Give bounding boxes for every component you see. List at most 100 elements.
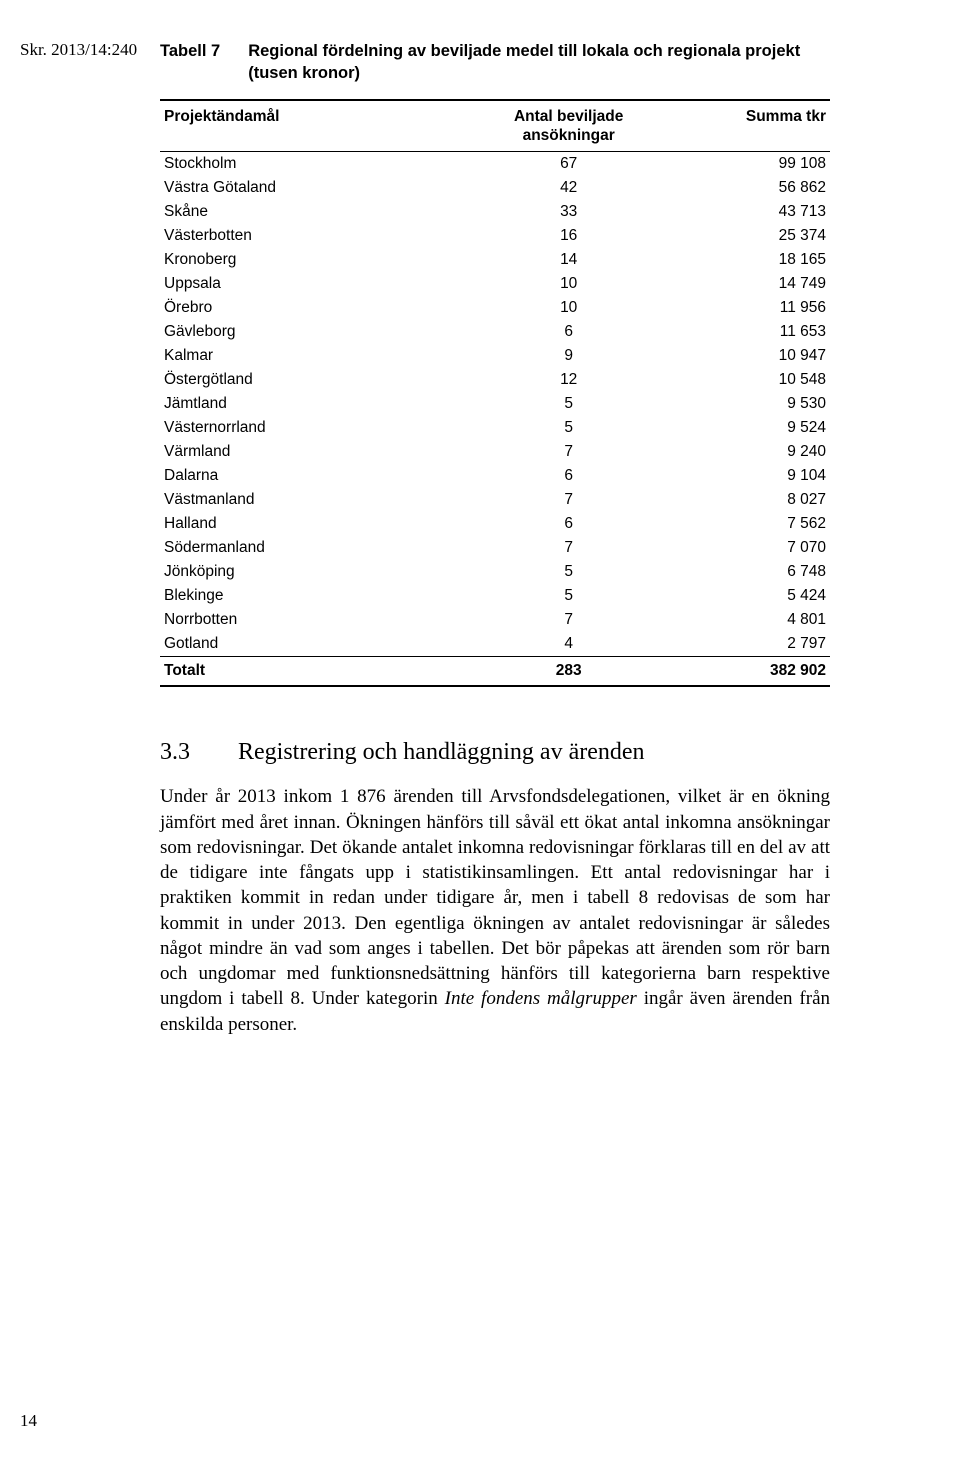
cell-count: 5 xyxy=(482,560,656,584)
cell-sum: 8 027 xyxy=(656,488,830,512)
cell-sum: 2 797 xyxy=(656,632,830,657)
section-heading: 3.3 Registrering och handläggning av äre… xyxy=(160,739,830,766)
table-header-row: Projektändamål Antal beviljade ansökning… xyxy=(160,100,830,152)
table-row: Kronoberg1418 165 xyxy=(160,248,830,272)
cell-sum: 7 562 xyxy=(656,512,830,536)
table-row: Västerbotten1625 374 xyxy=(160,224,830,248)
total-label: Totalt xyxy=(160,657,482,687)
cell-sum: 9 530 xyxy=(656,392,830,416)
cell-sum: 4 801 xyxy=(656,608,830,632)
cell-count: 7 xyxy=(482,488,656,512)
table-row: Jönköping56 748 xyxy=(160,560,830,584)
cell-sum: 9 104 xyxy=(656,464,830,488)
cell-sum: 99 108 xyxy=(656,152,830,177)
cell-name: Östergötland xyxy=(160,368,482,392)
cell-count: 6 xyxy=(482,464,656,488)
cell-name: Kalmar xyxy=(160,344,482,368)
cell-sum: 11 653 xyxy=(656,320,830,344)
cell-count: 6 xyxy=(482,512,656,536)
cell-sum: 9 524 xyxy=(656,416,830,440)
paragraph-italic: Inte fondens målgrupper xyxy=(445,988,637,1009)
cell-count: 5 xyxy=(482,584,656,608)
table-row: Gotland42 797 xyxy=(160,632,830,657)
cell-count: 7 xyxy=(482,536,656,560)
document-id: Skr. 2013/14:240 xyxy=(20,40,137,60)
table-total-row: Totalt 283 382 902 xyxy=(160,657,830,687)
cell-name: Jönköping xyxy=(160,560,482,584)
total-count: 283 xyxy=(482,657,656,687)
cell-count: 4 xyxy=(482,632,656,657)
table-7: Tabell 7 Regional fördelning av beviljad… xyxy=(160,40,830,687)
table-row: Skåne3343 713 xyxy=(160,200,830,224)
table-row: Östergötland1210 548 xyxy=(160,368,830,392)
col-header-sum: Summa tkr xyxy=(656,100,830,152)
cell-count: 33 xyxy=(482,200,656,224)
cell-count: 14 xyxy=(482,248,656,272)
table-row: Västra Götaland4256 862 xyxy=(160,176,830,200)
cell-name: Blekinge xyxy=(160,584,482,608)
cell-sum: 11 956 xyxy=(656,296,830,320)
cell-name: Västmanland xyxy=(160,488,482,512)
cell-name: Gotland xyxy=(160,632,482,657)
cell-sum: 43 713 xyxy=(656,200,830,224)
col-header-count-line1: Antal beviljade xyxy=(514,108,623,125)
section-title: Registrering och handläggning av ärenden xyxy=(238,739,645,766)
cell-name: Uppsala xyxy=(160,272,482,296)
total-sum: 382 902 xyxy=(656,657,830,687)
cell-sum: 7 070 xyxy=(656,536,830,560)
body-paragraph: Under år 2013 inkom 1 876 ärenden till A… xyxy=(160,784,830,1037)
cell-sum: 6 748 xyxy=(656,560,830,584)
cell-count: 42 xyxy=(482,176,656,200)
table-body: Stockholm6799 108Västra Götaland4256 862… xyxy=(160,152,830,657)
table-row: Stockholm6799 108 xyxy=(160,152,830,177)
table-row: Uppsala1014 749 xyxy=(160,272,830,296)
col-header-count-line2: ansökningar xyxy=(523,127,615,144)
cell-sum: 9 240 xyxy=(656,440,830,464)
regional-table: Projektändamål Antal beviljade ansökning… xyxy=(160,99,830,688)
table-row: Örebro1011 956 xyxy=(160,296,830,320)
table-row: Blekinge55 424 xyxy=(160,584,830,608)
table-caption-label: Tabell 7 xyxy=(160,40,220,85)
table-row: Värmland79 240 xyxy=(160,440,830,464)
col-header-name: Projektändamål xyxy=(160,100,482,152)
cell-name: Jämtland xyxy=(160,392,482,416)
cell-count: 16 xyxy=(482,224,656,248)
paragraph-text-1: Under år 2013 inkom 1 876 ärenden till A… xyxy=(160,786,830,1009)
table-caption-title: Regional fördelning av beviljade medel t… xyxy=(248,40,830,85)
cell-name: Dalarna xyxy=(160,464,482,488)
page-number: 14 xyxy=(20,1411,37,1431)
cell-name: Örebro xyxy=(160,296,482,320)
table-row: Halland67 562 xyxy=(160,512,830,536)
cell-name: Värmland xyxy=(160,440,482,464)
table-row: Västmanland78 027 xyxy=(160,488,830,512)
cell-count: 12 xyxy=(482,368,656,392)
cell-count: 67 xyxy=(482,152,656,177)
section-number: 3.3 xyxy=(160,739,190,766)
cell-count: 7 xyxy=(482,440,656,464)
cell-sum: 56 862 xyxy=(656,176,830,200)
table-row: Norrbotten74 801 xyxy=(160,608,830,632)
cell-name: Norrbotten xyxy=(160,608,482,632)
cell-count: 5 xyxy=(482,392,656,416)
cell-name: Gävleborg xyxy=(160,320,482,344)
table-caption: Tabell 7 Regional fördelning av beviljad… xyxy=(160,40,830,85)
cell-count: 7 xyxy=(482,608,656,632)
table-row: Jämtland59 530 xyxy=(160,392,830,416)
cell-name: Halland xyxy=(160,512,482,536)
cell-count: 5 xyxy=(482,416,656,440)
table-row: Gävleborg611 653 xyxy=(160,320,830,344)
cell-sum: 10 947 xyxy=(656,344,830,368)
cell-name: Södermanland xyxy=(160,536,482,560)
cell-count: 9 xyxy=(482,344,656,368)
cell-count: 10 xyxy=(482,272,656,296)
table-row: Södermanland77 070 xyxy=(160,536,830,560)
cell-name: Västernorrland xyxy=(160,416,482,440)
cell-sum: 14 749 xyxy=(656,272,830,296)
table-row: Dalarna69 104 xyxy=(160,464,830,488)
cell-sum: 18 165 xyxy=(656,248,830,272)
cell-name: Kronoberg xyxy=(160,248,482,272)
cell-name: Västerbotten xyxy=(160,224,482,248)
cell-name: Västra Götaland xyxy=(160,176,482,200)
cell-count: 10 xyxy=(482,296,656,320)
cell-sum: 25 374 xyxy=(656,224,830,248)
